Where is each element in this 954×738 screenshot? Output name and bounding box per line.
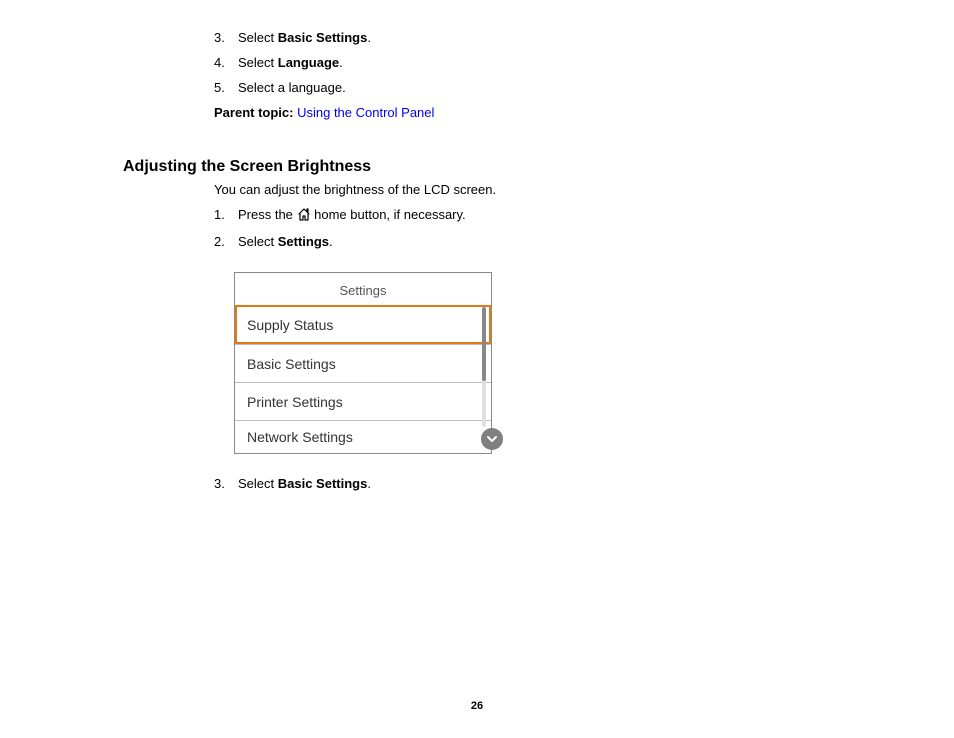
step-number: 5. <box>214 78 238 98</box>
settings-item-printer-settings[interactable]: Printer Settings <box>235 382 491 420</box>
scrollbar-thumb[interactable] <box>482 307 486 381</box>
parent-topic: Parent topic: Using the Control Panel <box>214 103 834 123</box>
step-number: 1. <box>214 205 238 227</box>
settings-panel-title: Settings <box>235 273 491 306</box>
home-icon <box>297 207 311 227</box>
settings-item-basic-settings[interactable]: Basic Settings <box>235 344 491 382</box>
page-number: 26 <box>0 700 954 712</box>
step-item: 4. Select Language. <box>214 53 834 73</box>
parent-topic-link[interactable]: Using the Control Panel <box>297 105 434 120</box>
step-item: 2. Select Settings. <box>214 232 834 252</box>
settings-item-label: Printer Settings <box>247 394 343 410</box>
step-number: 3. <box>214 28 238 48</box>
section-body: You can adjust the brightness of the LCD… <box>214 180 834 257</box>
scroll-down-button[interactable] <box>481 428 503 450</box>
step-item: 3. Select Basic Settings. <box>214 28 834 48</box>
settings-item-label: Supply Status <box>247 317 333 333</box>
parent-topic-label: Parent topic: <box>214 105 293 120</box>
step-text: Select Settings. <box>238 232 834 252</box>
previous-section-steps: 3. Select Basic Settings. 4. Select Lang… <box>214 28 834 124</box>
section-body-continued: 3. Select Basic Settings. <box>214 474 834 499</box>
settings-item-label: Basic Settings <box>247 356 336 372</box>
step-number: 3. <box>214 474 238 494</box>
section-heading: Adjusting the Screen Brightness <box>123 158 371 176</box>
step-item: 1. Press the home button, if necessary. <box>214 205 834 227</box>
settings-item-label: Network Settings <box>247 429 353 445</box>
step-text: Select Language. <box>238 53 834 73</box>
step-text: Select Basic Settings. <box>238 474 834 494</box>
settings-item-network-settings[interactable]: Network Settings <box>235 420 491 453</box>
step-text: Select Basic Settings. <box>238 28 834 48</box>
step-text: Press the home button, if necessary. <box>238 205 834 227</box>
settings-panel: Settings Supply Status Basic Settings Pr… <box>234 272 492 454</box>
step-text: Select a language. <box>238 78 834 98</box>
settings-item-supply-status[interactable]: Supply Status <box>235 305 491 344</box>
step-number: 4. <box>214 53 238 73</box>
step-item: 3. Select Basic Settings. <box>214 474 834 494</box>
section-intro: You can adjust the brightness of the LCD… <box>214 180 834 200</box>
step-number: 2. <box>214 232 238 252</box>
step-item: 5. Select a language. <box>214 78 834 98</box>
chevron-down-icon <box>486 433 498 445</box>
